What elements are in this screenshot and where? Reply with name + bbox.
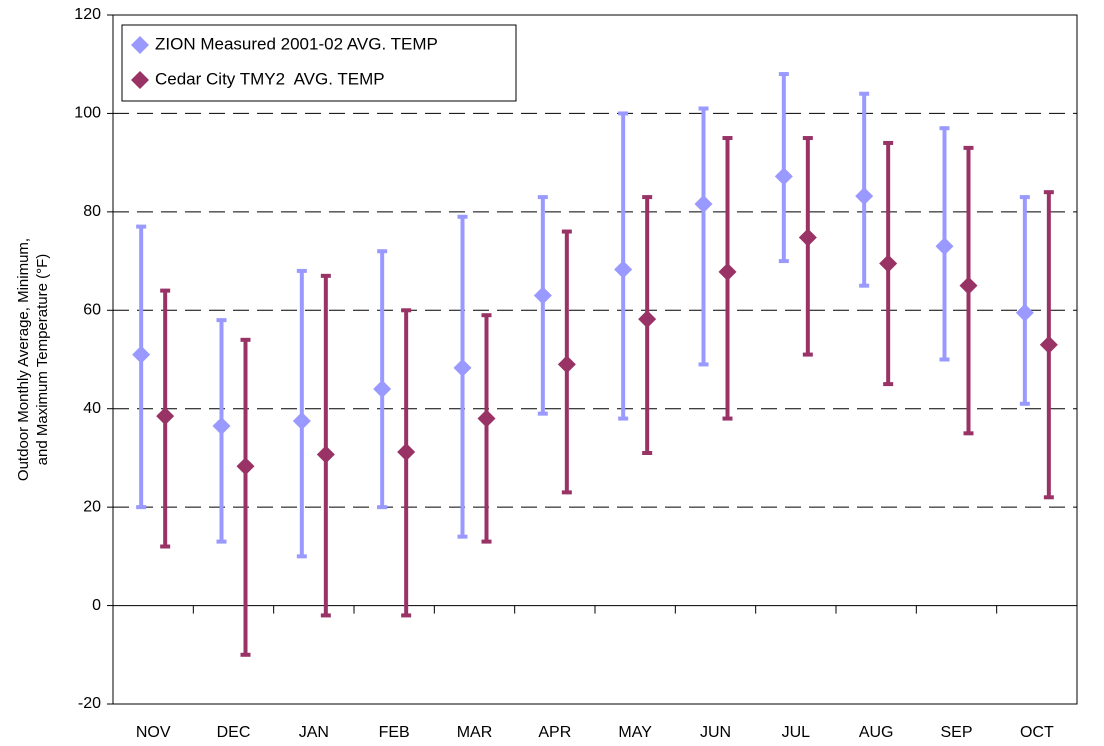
avg-marker — [453, 358, 472, 377]
x-tick-label: NOV — [136, 724, 171, 741]
avg-marker — [373, 380, 392, 399]
avg-marker — [959, 276, 978, 295]
x-tick-label: DEC — [217, 724, 251, 741]
avg-marker — [316, 445, 335, 464]
x-tick-label: JAN — [299, 724, 329, 741]
avg-marker — [855, 187, 874, 206]
legend-label: Cedar City TMY2 AVG. TEMP — [155, 69, 385, 88]
y-tick-label: 40 — [83, 400, 101, 417]
y-tick-label: -20 — [78, 695, 101, 712]
y-axis-label: Outdoor Monthly Average, Minimum, — [15, 238, 32, 481]
y-tick-label: 0 — [92, 597, 101, 614]
y-tick-label: 120 — [74, 6, 101, 23]
legend-marker — [131, 36, 149, 54]
avg-marker — [694, 194, 713, 213]
x-tick-label: AUG — [859, 724, 894, 741]
avg-marker — [292, 412, 311, 431]
avg-marker — [236, 457, 255, 476]
avg-marker — [1039, 335, 1058, 354]
avg-marker — [397, 443, 416, 462]
x-tick-label: MAR — [457, 724, 493, 741]
y-axis-label: and Maximum Temperature (°F) — [34, 254, 51, 466]
avg-marker — [477, 409, 496, 428]
avg-marker — [935, 237, 954, 256]
avg-marker — [718, 262, 737, 281]
x-tick-label: SEP — [940, 724, 972, 741]
x-tick-label: FEB — [379, 724, 410, 741]
x-tick-label: APR — [538, 724, 571, 741]
plot-border — [112, 14, 1078, 705]
avg-marker — [879, 254, 898, 273]
legend-marker — [131, 71, 149, 89]
legend-label: ZION Measured 2001-02 AVG. TEMP — [155, 34, 438, 53]
x-tick-label: OCT — [1020, 724, 1054, 741]
y-tick-label: 60 — [83, 302, 101, 319]
x-tick-label: MAY — [618, 724, 652, 741]
avg-marker — [557, 355, 576, 374]
y-tick-label: 80 — [83, 203, 101, 220]
y-tick-label: 20 — [83, 498, 101, 515]
avg-marker — [798, 228, 817, 247]
avg-marker — [614, 260, 633, 279]
x-tick-label: JUL — [782, 724, 811, 741]
avg-marker — [533, 286, 552, 305]
legend-box — [121, 24, 517, 102]
avg-marker — [638, 310, 657, 329]
avg-marker — [156, 407, 175, 426]
avg-marker — [1015, 303, 1034, 322]
avg-marker — [212, 416, 231, 435]
avg-marker — [132, 345, 151, 364]
avg-marker — [774, 167, 793, 186]
y-tick-label: 100 — [74, 105, 101, 122]
x-tick-label: JUN — [700, 724, 731, 741]
